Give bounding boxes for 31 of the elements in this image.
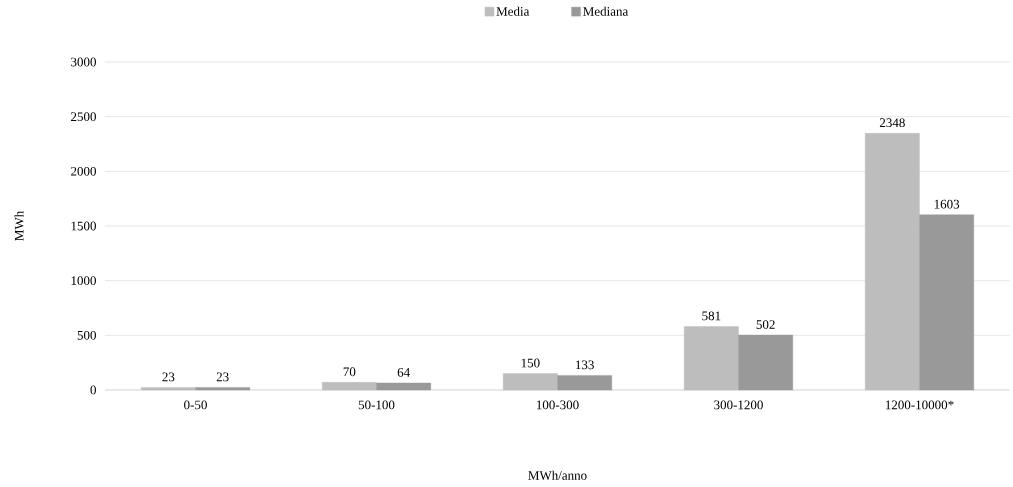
y-tick-label: 1500 (71, 221, 96, 231)
bar (738, 334, 793, 391)
x-tick-label: 100-300 (536, 400, 579, 410)
y-tick-label: 500 (77, 330, 96, 340)
y-axis-title: MWh (14, 210, 24, 241)
data-label: 1603 (934, 199, 960, 209)
bar (195, 387, 251, 391)
y-tick-label: 3000 (71, 57, 96, 67)
data-label: 23 (162, 372, 175, 382)
data-label: 502 (756, 320, 775, 329)
data-label: 70 (343, 367, 356, 377)
data-label: 64 (397, 368, 410, 377)
bar (557, 375, 612, 391)
x-axis-title: MWh/anno (528, 470, 587, 480)
data-label: 150 (521, 358, 540, 368)
bar (376, 382, 431, 391)
x-tick-label: 1200-10000* (885, 400, 954, 410)
x-tick-label: 0-50 (184, 400, 207, 410)
data-label: 23 (216, 372, 229, 382)
legend-label: Media (496, 6, 530, 16)
data-label: 2348 (879, 118, 905, 128)
data-label: 581 (702, 311, 721, 321)
y-tick-label: 2500 (71, 112, 96, 122)
legend-label: Mediana (583, 6, 629, 16)
bar (919, 214, 974, 391)
x-tick-label: 300-1200 (714, 400, 763, 410)
data-label: 133 (576, 360, 594, 370)
y-tick-label: 2000 (71, 166, 96, 176)
y-tick-label: 0 (90, 385, 96, 395)
x-tick-label: 50-100 (358, 400, 395, 410)
y-tick-label: 1000 (71, 276, 96, 286)
